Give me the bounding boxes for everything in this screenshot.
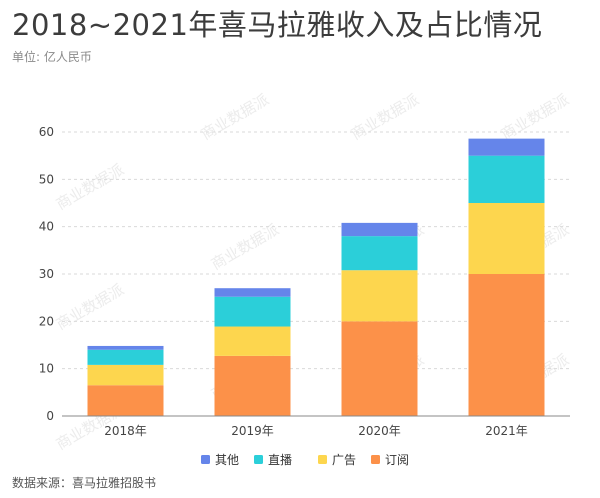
watermark-text: 商业数据派 xyxy=(208,220,282,273)
axis-layer: 0 10 20 30 40 50 60 2018年 2019年 2020年 2021年 xyxy=(39,125,570,438)
legend-swatch xyxy=(254,455,263,464)
legend-label: 订阅 xyxy=(385,453,409,467)
x-tick-label: 2021年 xyxy=(485,424,528,438)
legend-label: 其他 xyxy=(215,453,239,467)
bar-segment-其他 xyxy=(214,288,291,297)
bar-segment-广告 xyxy=(468,203,545,274)
data-source: 数据来源：喜马拉雅招股书 xyxy=(12,476,157,490)
x-tick-label: 2018年 xyxy=(104,424,147,438)
watermark-text: 商业数据派 xyxy=(348,90,422,143)
bar-segment-直播 xyxy=(468,155,545,203)
y-tick-label: 50 xyxy=(39,172,54,186)
y-tick-label: 10 xyxy=(39,362,54,376)
watermark-text: 商业数据派 xyxy=(498,90,572,143)
unit-label: 单位: 亿人民币 xyxy=(12,50,92,64)
legend-label: 直播 xyxy=(268,453,292,467)
bar-segment-其他 xyxy=(468,138,545,156)
x-tick-label: 2019年 xyxy=(231,424,274,438)
y-tick-label: 30 xyxy=(39,267,54,281)
y-tick-label: 0 xyxy=(46,409,54,423)
bar-segment-广告 xyxy=(341,270,418,322)
legend-swatch xyxy=(318,455,327,464)
bar-segment-订阅 xyxy=(214,355,291,416)
bars-layer xyxy=(87,138,545,416)
bar-segment-订阅 xyxy=(468,274,545,416)
bar-segment-其他 xyxy=(87,345,164,350)
bar-segment-订阅 xyxy=(87,385,164,416)
legend-swatch xyxy=(371,455,380,464)
y-tick-label: 40 xyxy=(39,220,54,234)
watermark-text: 商业数据派 xyxy=(198,90,272,143)
watermark-text: 商业数据派 xyxy=(53,280,127,333)
watermark-text: 商业数据派 xyxy=(53,160,127,213)
bar-segment-直播 xyxy=(214,296,291,327)
bar-segment-直播 xyxy=(87,349,164,365)
y-tick-label: 20 xyxy=(39,314,54,328)
legend-label: 广告 xyxy=(332,453,356,467)
bar-segment-直播 xyxy=(341,236,418,271)
page-title: 2018~2021年喜马拉雅收入及占比情况 xyxy=(12,8,543,42)
y-tick-label: 60 xyxy=(39,125,54,139)
bar-segment-广告 xyxy=(87,364,164,386)
bar-segment-广告 xyxy=(214,326,291,356)
x-tick-label: 2020年 xyxy=(358,424,401,438)
bar-segment-其他 xyxy=(341,222,418,237)
legend-swatch xyxy=(201,455,210,464)
legend-layer: 其他 直播 广告 订阅 xyxy=(201,453,409,467)
bar-segment-订阅 xyxy=(341,321,418,416)
